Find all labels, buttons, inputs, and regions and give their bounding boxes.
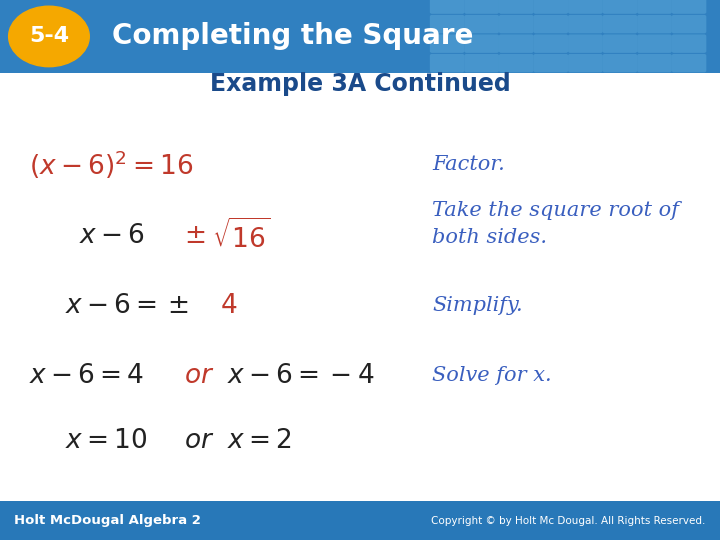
Text: Take the square root of
both sides.: Take the square root of both sides. xyxy=(432,201,679,247)
FancyBboxPatch shape xyxy=(568,35,603,53)
Text: $(x - 6)^2 = 16$: $(x - 6)^2 = 16$ xyxy=(29,148,193,181)
FancyBboxPatch shape xyxy=(430,54,464,72)
FancyBboxPatch shape xyxy=(430,0,464,14)
FancyBboxPatch shape xyxy=(603,54,637,72)
Text: $x - 6 = 4$: $x - 6 = 4$ xyxy=(29,363,144,388)
FancyBboxPatch shape xyxy=(534,15,568,33)
Text: Copyright © by Holt Mc Dougal. All Rights Reserved.: Copyright © by Holt Mc Dougal. All Right… xyxy=(431,516,706,525)
FancyBboxPatch shape xyxy=(637,15,672,33)
Text: $\mathit{or}$: $\mathit{or}$ xyxy=(184,428,214,453)
Text: Factor.: Factor. xyxy=(432,155,505,174)
FancyBboxPatch shape xyxy=(603,35,637,53)
Text: Completing the Square: Completing the Square xyxy=(112,23,473,50)
FancyBboxPatch shape xyxy=(499,54,534,72)
FancyBboxPatch shape xyxy=(534,0,568,14)
FancyBboxPatch shape xyxy=(430,35,464,53)
Text: Example 3A Continued: Example 3A Continued xyxy=(210,72,510,96)
Text: $\sqrt{16}$: $\sqrt{16}$ xyxy=(212,219,271,253)
FancyBboxPatch shape xyxy=(603,15,637,33)
Bar xyxy=(0,501,720,540)
Text: 5-4: 5-4 xyxy=(29,26,69,46)
Text: $4$: $4$ xyxy=(220,293,237,318)
Bar xyxy=(0,0,720,73)
Text: Simplify.: Simplify. xyxy=(432,295,523,315)
FancyBboxPatch shape xyxy=(464,54,499,72)
Text: $x - 6$: $x - 6$ xyxy=(79,224,145,248)
FancyBboxPatch shape xyxy=(672,15,706,33)
FancyBboxPatch shape xyxy=(603,0,637,14)
FancyBboxPatch shape xyxy=(534,35,568,53)
FancyBboxPatch shape xyxy=(499,15,534,33)
Text: Solve for x.: Solve for x. xyxy=(432,366,552,385)
Text: Holt McDougal Algebra 2: Holt McDougal Algebra 2 xyxy=(14,514,202,527)
FancyBboxPatch shape xyxy=(568,15,603,33)
Text: $x - 6 = \pm$: $x - 6 = \pm$ xyxy=(65,293,189,318)
FancyBboxPatch shape xyxy=(568,0,603,14)
Text: $\mathit{or}$: $\mathit{or}$ xyxy=(184,363,214,388)
FancyBboxPatch shape xyxy=(499,0,534,14)
Text: $x - 6 = -4$: $x - 6 = -4$ xyxy=(227,363,374,388)
FancyBboxPatch shape xyxy=(464,15,499,33)
FancyBboxPatch shape xyxy=(672,54,706,72)
FancyBboxPatch shape xyxy=(464,35,499,53)
FancyBboxPatch shape xyxy=(672,35,706,53)
Text: $x = 10$: $x = 10$ xyxy=(65,428,148,453)
FancyBboxPatch shape xyxy=(637,0,672,14)
FancyBboxPatch shape xyxy=(568,54,603,72)
FancyBboxPatch shape xyxy=(637,54,672,72)
FancyBboxPatch shape xyxy=(672,0,706,14)
FancyBboxPatch shape xyxy=(464,0,499,14)
FancyBboxPatch shape xyxy=(430,15,464,33)
FancyBboxPatch shape xyxy=(534,54,568,72)
FancyBboxPatch shape xyxy=(499,35,534,53)
FancyBboxPatch shape xyxy=(637,35,672,53)
Circle shape xyxy=(9,6,89,67)
Text: $\pm$: $\pm$ xyxy=(184,224,205,248)
Text: $x = 2$: $x = 2$ xyxy=(227,428,292,453)
